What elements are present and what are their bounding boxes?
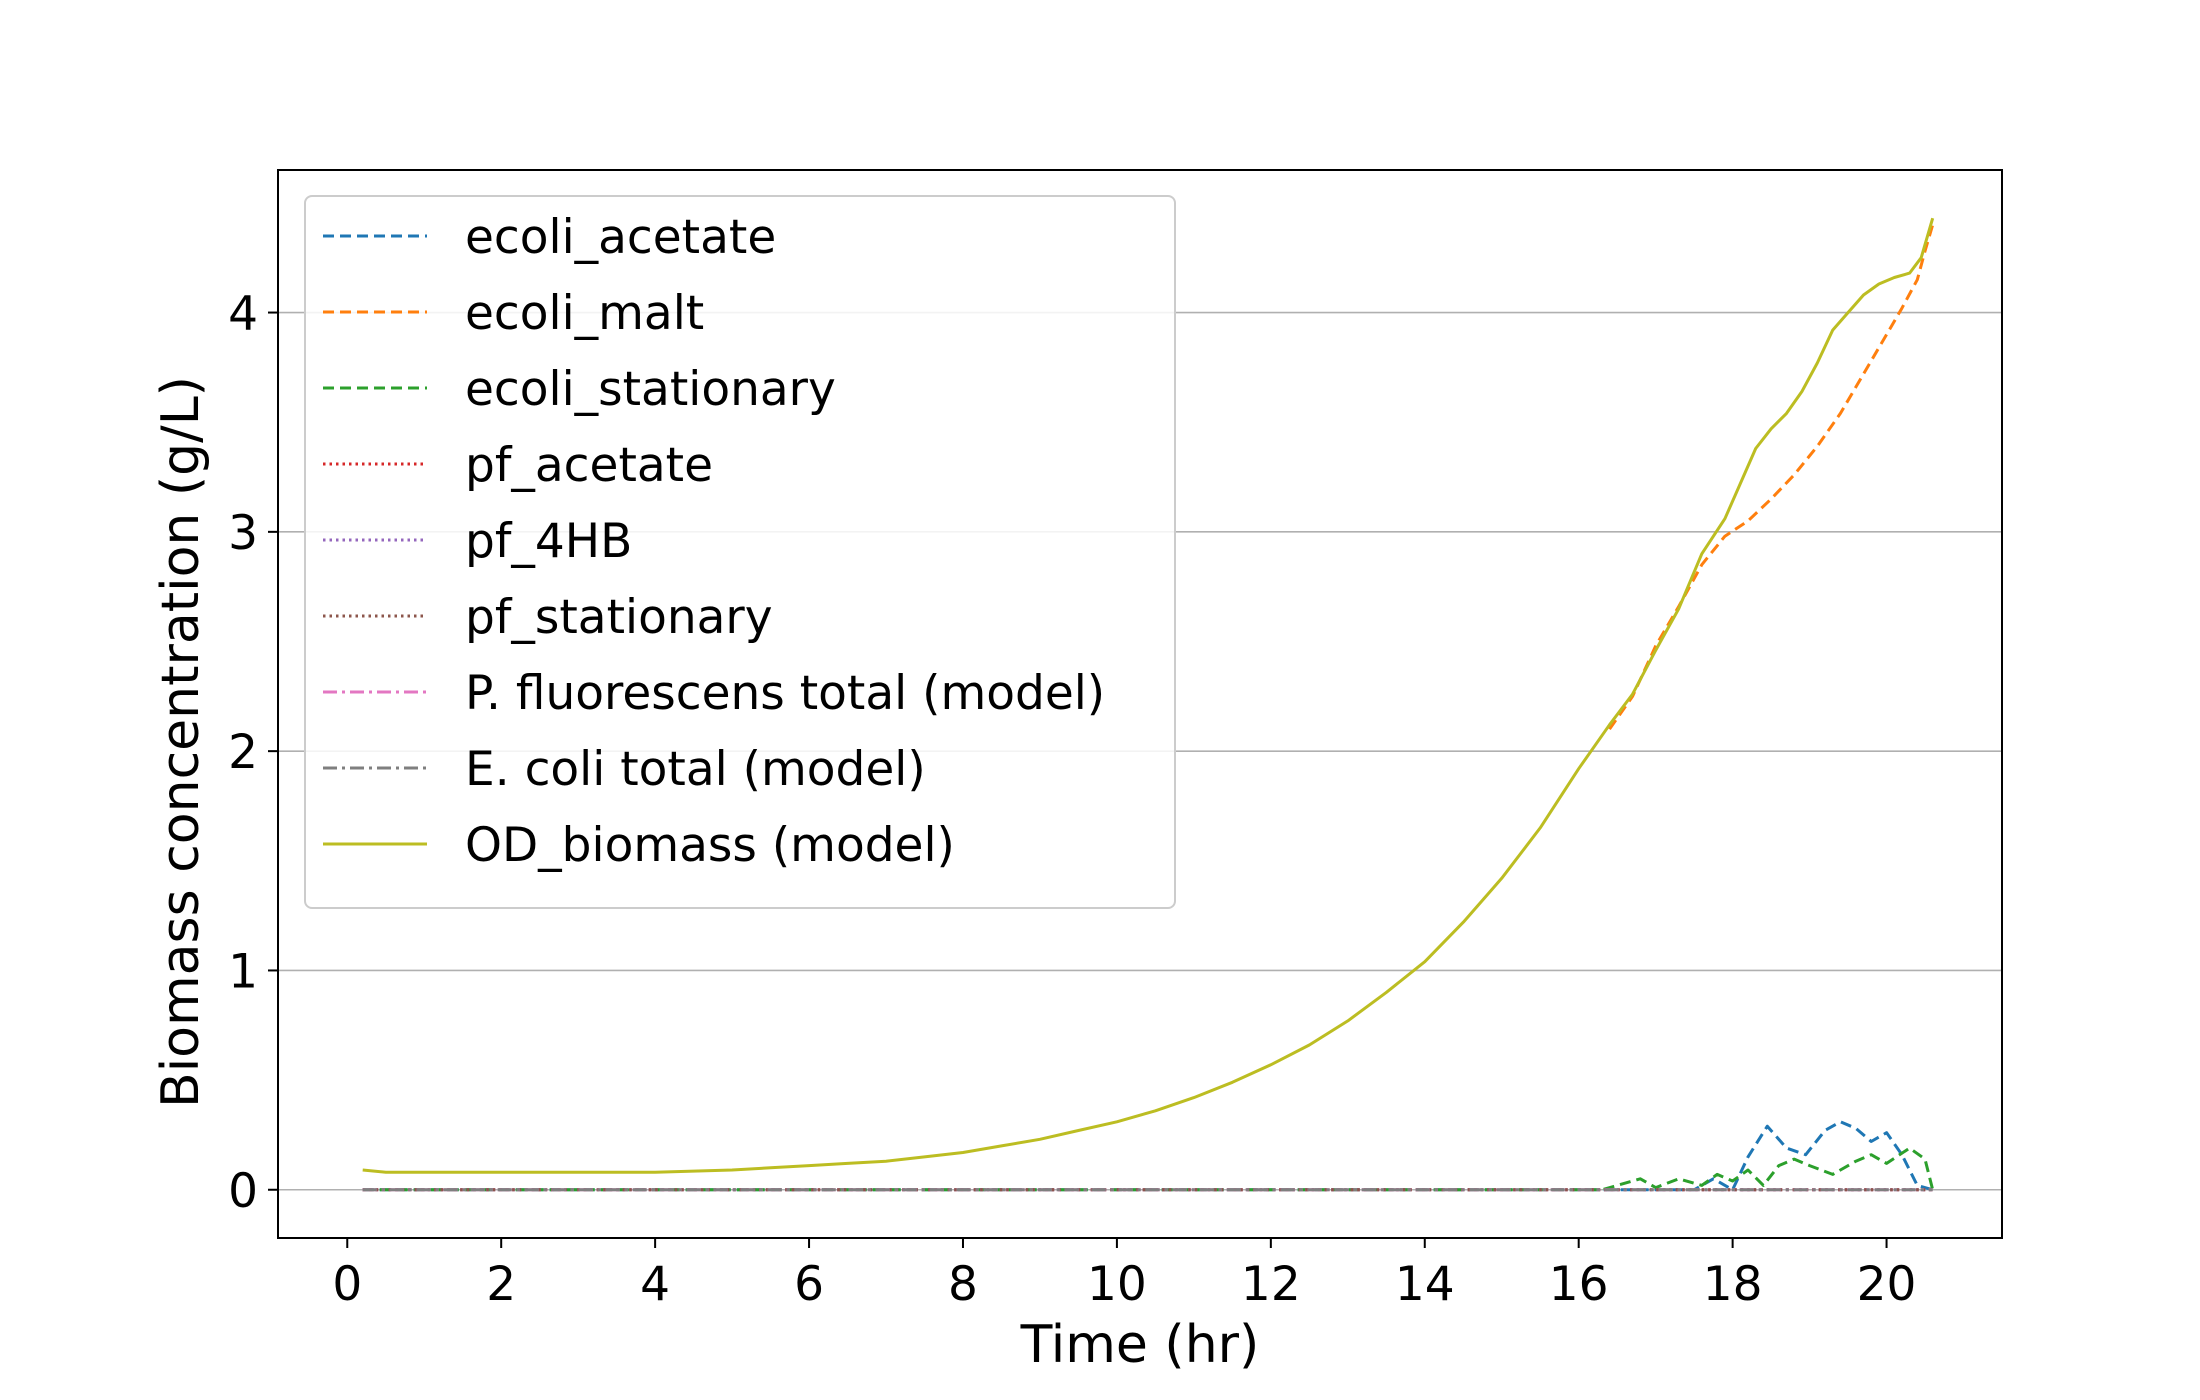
x-tick-label: 18: [1703, 1257, 1763, 1312]
x-tick-label: 12: [1241, 1257, 1301, 1312]
x-tick-label: 20: [1857, 1257, 1917, 1312]
x-tick-label: 0: [332, 1257, 362, 1312]
series-line-ecoli-stationary: [362, 1146, 1935, 1192]
legend-box: [304, 195, 1176, 909]
y-axis-ticks: 0 1 2 3 4: [228, 287, 278, 1219]
x-axis-title: Time (hr): [1020, 1315, 1260, 1375]
axes-frame: [277, 169, 2003, 1239]
y-tick-label: 2: [228, 725, 258, 780]
x-tick-label: 16: [1549, 1257, 1609, 1312]
x-tick-label: 2: [486, 1257, 516, 1312]
y-tick-label: 3: [228, 506, 258, 561]
legend-label-e-coli-total-model: E. coli total (model): [465, 742, 926, 797]
x-tick-label: 6: [794, 1257, 824, 1312]
y-tick-label: 1: [228, 944, 258, 999]
x-tick-label: 14: [1395, 1257, 1455, 1312]
x-axis-ticks: 0 2 4 6 8 10 12 14 16 18 20: [332, 1238, 1916, 1312]
y-tick-label: 4: [228, 287, 258, 342]
legend-label-ecoli-malt: ecoli_malt: [465, 286, 704, 341]
legend-label-ecoli-acetate: ecoli_acetate: [465, 210, 776, 265]
x-tick-label: 8: [948, 1257, 978, 1312]
legend-label-od-biomass-model: OD_biomass (model): [465, 818, 955, 873]
legend-label-p-fluorescens-total-model: P. fluorescens total (model): [465, 666, 1105, 721]
y-tick-label: 0: [228, 1164, 258, 1219]
legend-label-ecoli-stationary: ecoli_stationary: [465, 362, 836, 417]
legend-label-pf-acetate: pf_acetate: [465, 438, 713, 493]
plot-area-series: [362, 217, 1935, 1192]
y-axis-title: Biomass concentration (g/L): [151, 376, 211, 1108]
series-line-od-biomass-model: [362, 217, 1935, 1174]
x-tick-label: 4: [640, 1257, 670, 1312]
legend: ecoli_acetate ecoli_malt ecoli_stationaryp…: [304, 195, 1176, 909]
legend-label-pf-stationary: pf_stationary: [465, 590, 773, 645]
x-tick-label: 10: [1087, 1257, 1147, 1312]
legend-label-pf-4hb: pf_4HB: [465, 514, 632, 569]
